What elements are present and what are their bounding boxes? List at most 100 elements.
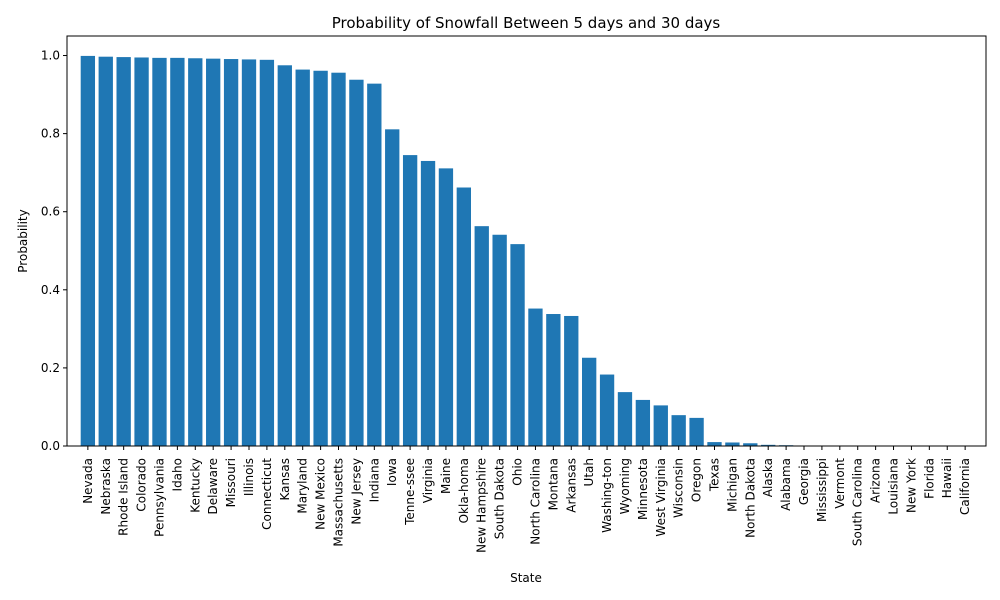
x-tick-label: Arizona bbox=[869, 458, 883, 503]
bar-35 bbox=[707, 442, 722, 446]
x-tick-label: Nebraska bbox=[99, 458, 113, 515]
bar-17 bbox=[385, 129, 400, 447]
bar-29 bbox=[599, 374, 615, 446]
bar-25 bbox=[528, 308, 543, 446]
x-tick-label: Arkansas bbox=[564, 458, 578, 513]
x-tick-label: Texas bbox=[707, 458, 721, 492]
x-tick-label: Ohio bbox=[511, 458, 525, 486]
y-tick-label: 0.6 bbox=[41, 205, 60, 219]
bar-2 bbox=[116, 57, 131, 446]
bar-9 bbox=[241, 59, 257, 447]
x-tick-label: Minnesota bbox=[636, 458, 650, 520]
bar-6 bbox=[188, 58, 203, 446]
x-tick-label: Tenne-ssee bbox=[403, 458, 417, 526]
bar-3 bbox=[134, 57, 149, 446]
bar-16 bbox=[367, 83, 382, 446]
x-tick-label: Alaska bbox=[761, 458, 775, 497]
x-tick-label: Connecticut bbox=[260, 458, 274, 530]
bar-33 bbox=[671, 415, 686, 446]
x-axis-label: State bbox=[510, 571, 542, 585]
x-tick-label: New Hampshire bbox=[475, 458, 489, 553]
bar-13 bbox=[313, 70, 328, 446]
bar-10 bbox=[259, 59, 275, 447]
bar-28 bbox=[582, 357, 597, 446]
x-tick-label: Vermont bbox=[833, 458, 847, 509]
x-tick-label: Kansas bbox=[278, 458, 292, 500]
x-tick-label: West Virginia bbox=[654, 458, 668, 537]
x-tick-label: Illinois bbox=[242, 458, 256, 496]
bar-34 bbox=[689, 417, 704, 446]
x-tick-label: Delaware bbox=[206, 458, 220, 515]
x-tick-label: South Carolina bbox=[851, 458, 865, 546]
x-tick-label: Maine bbox=[439, 458, 453, 494]
bar-11 bbox=[277, 65, 292, 447]
bar-5 bbox=[170, 57, 185, 446]
x-tick-label: Nevada bbox=[81, 458, 95, 504]
bar-20 bbox=[438, 168, 454, 446]
x-tick-label: Okla-homa bbox=[457, 458, 471, 523]
bar-22 bbox=[474, 226, 489, 446]
x-tick-label: Utah bbox=[582, 458, 596, 486]
x-tick-label: Virginia bbox=[421, 458, 435, 503]
x-tick-label: Maryland bbox=[296, 458, 310, 514]
y-axis-label: Probability bbox=[16, 209, 30, 272]
x-tick-label: Michigan bbox=[725, 458, 739, 512]
x-tick-label: Wyoming bbox=[618, 458, 632, 514]
plot-frame bbox=[66, 35, 987, 447]
bar-4 bbox=[152, 57, 167, 446]
bars-group bbox=[80, 55, 901, 447]
bar-36 bbox=[725, 442, 740, 446]
bar-26 bbox=[546, 314, 561, 446]
x-tick-label: Oregon bbox=[690, 458, 704, 502]
y-tick-label: 0.0 bbox=[41, 439, 60, 453]
y-tick-label: 0.2 bbox=[41, 361, 60, 375]
bar-12 bbox=[295, 69, 310, 446]
x-tick-label: Hawaii bbox=[940, 458, 954, 498]
x-tick-label: Louisiana bbox=[887, 458, 901, 515]
bar-31 bbox=[635, 399, 651, 446]
bar-32 bbox=[653, 405, 668, 446]
bar-0 bbox=[80, 55, 96, 447]
bar-27 bbox=[564, 315, 579, 446]
x-tick-label: Missouri bbox=[224, 458, 238, 507]
x-tick-label: Idaho bbox=[170, 458, 184, 491]
x-tick-label: Rhode Island bbox=[117, 458, 131, 536]
bar-23 bbox=[492, 234, 507, 446]
y-tick-label: 1.0 bbox=[41, 49, 60, 63]
x-tick-label: North Dakota bbox=[743, 458, 757, 538]
x-tick-label: Colorado bbox=[135, 458, 149, 512]
y-tick-label: 0.8 bbox=[41, 127, 60, 141]
bar-7 bbox=[206, 58, 221, 447]
x-tick-label: North Carolina bbox=[528, 458, 542, 545]
x-tick-label: Iowa bbox=[385, 458, 399, 486]
bar-30 bbox=[617, 392, 633, 446]
x-tick-label: Kentucky bbox=[188, 458, 202, 513]
bar-24 bbox=[510, 244, 525, 446]
x-tick-label: Pennsylvania bbox=[152, 458, 166, 537]
bar-15 bbox=[349, 79, 364, 446]
bar-38 bbox=[761, 444, 776, 446]
bar-19 bbox=[420, 160, 436, 446]
bar-8 bbox=[223, 59, 239, 447]
bar-21 bbox=[456, 187, 471, 446]
y-tick-label: 0.4 bbox=[41, 283, 60, 297]
x-tick-label: Mississippi bbox=[815, 458, 829, 522]
x-tick-label: Indiana bbox=[367, 458, 381, 502]
bar-18 bbox=[402, 155, 418, 446]
x-tick-label: Alabama bbox=[779, 458, 793, 511]
x-tick-label: New Jersey bbox=[349, 458, 363, 525]
bar-37 bbox=[743, 443, 758, 446]
x-tick-label: New Mexico bbox=[314, 458, 328, 530]
x-tick-label: Georgia bbox=[797, 458, 811, 505]
bar-14 bbox=[331, 72, 346, 446]
x-tick-label: California bbox=[958, 458, 972, 515]
x-tick-label: South Dakota bbox=[493, 458, 507, 539]
x-tick-label: Florida bbox=[922, 458, 936, 499]
x-tick-label: Massachusetts bbox=[332, 458, 346, 547]
x-tick-label: New York bbox=[904, 458, 918, 513]
chart-title: Probability of Snowfall Between 5 days a… bbox=[332, 14, 721, 32]
x-tick-label: Washing-ton bbox=[600, 458, 614, 533]
x-axis: Nevada Nebraska Rhode Island Colorado Pennsy… bbox=[81, 446, 972, 553]
x-tick-label: Wisconsin bbox=[672, 458, 686, 518]
